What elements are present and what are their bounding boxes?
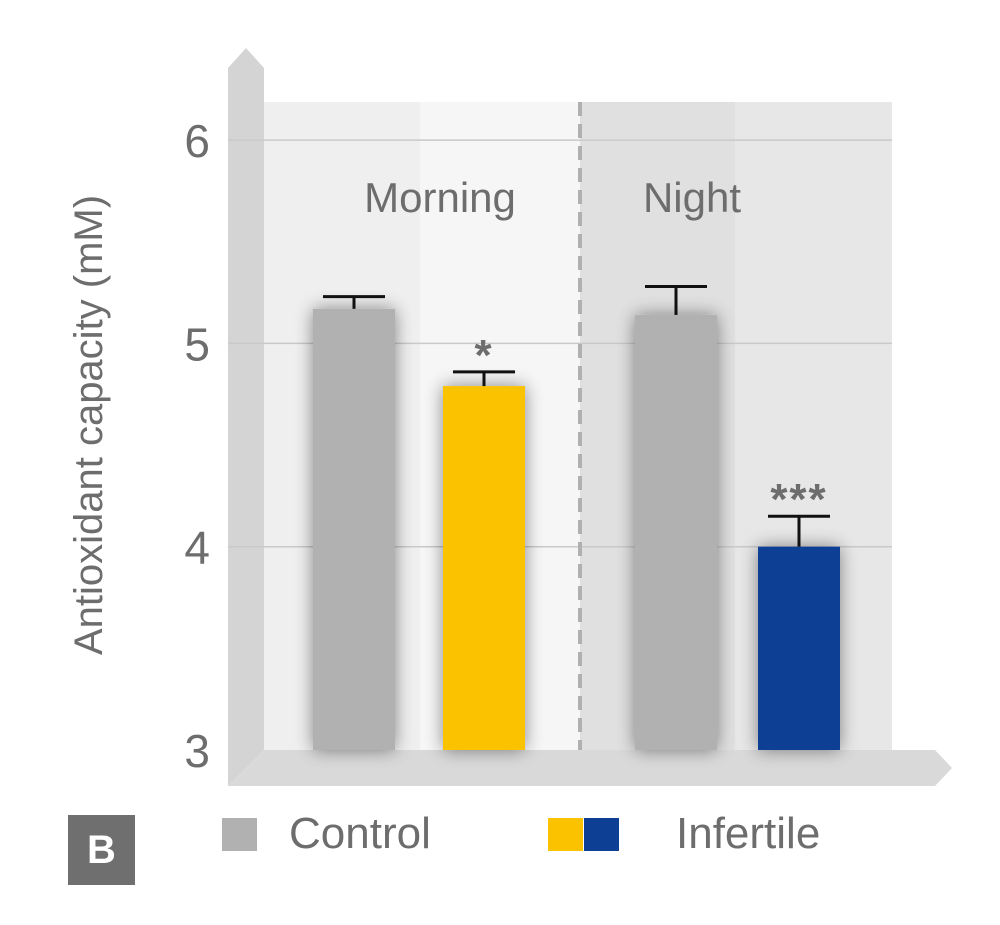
bars: **** [313, 284, 840, 750]
x-axis-floor [228, 750, 952, 786]
y-axis-wall [228, 48, 264, 786]
group-label-night: Night [643, 174, 741, 221]
y-axis-label: Antioxidant capacity (mM) [67, 195, 111, 655]
error-bar-morning-infertile [453, 370, 515, 387]
bar-morning-control [313, 308, 395, 750]
panel-label: B [68, 815, 135, 885]
y-tick-label-3: 3 [184, 725, 210, 777]
bar-night-infertile [758, 546, 840, 750]
significance-night-infertile: *** [770, 475, 827, 524]
error-bar-night-infertile [768, 514, 830, 547]
group-label-morning: Morning [364, 174, 516, 221]
error-bar-night-control [645, 284, 707, 315]
bar-night-control [635, 314, 717, 750]
y-tick-label-5: 5 [184, 318, 210, 370]
error-bar-morning-control [323, 295, 385, 309]
y-tick-labels: 3 4 5 6 [184, 115, 210, 777]
bar-morning-infertile [443, 386, 525, 750]
y-tick-label-6: 6 [184, 115, 210, 167]
significance-morning-infertile: * [474, 331, 493, 380]
y-tick-label-4: 4 [184, 522, 210, 574]
